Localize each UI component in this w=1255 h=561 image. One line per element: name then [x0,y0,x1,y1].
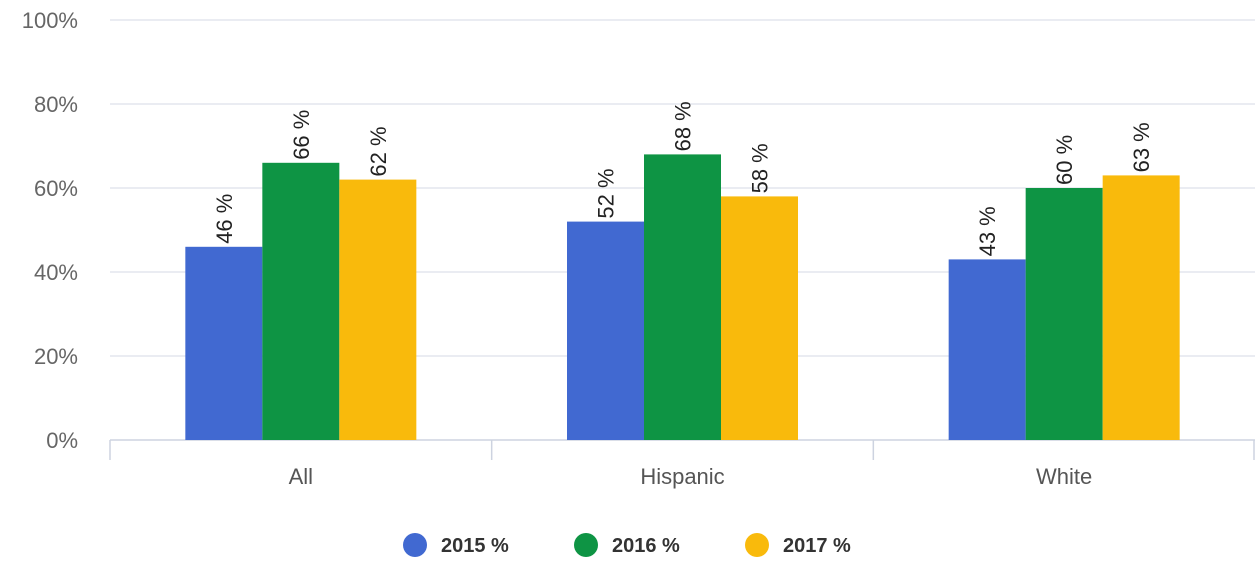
legend-marker [403,533,427,557]
data-label: 60 % [1052,135,1077,185]
y-tick-label: 100% [22,8,78,33]
legend-item-label: 2015 % [441,535,509,557]
y-tick-label: 60% [34,176,78,201]
bar-white-2017 [1102,175,1180,440]
x-tick-label: White [1036,464,1092,489]
bar-white-2016 [1025,188,1103,440]
data-label: 58 % [748,143,773,193]
y-tick-label: 80% [34,92,78,117]
bar-all-2015 [185,246,263,440]
data-label: 63 % [1129,122,1154,172]
bar-hispanic-2016 [644,154,721,440]
data-label: 66 % [289,110,314,160]
legend-item-label: 2017 % [783,535,851,557]
data-label: 43 % [975,206,1000,256]
bar-all-2016 [262,162,340,441]
x-tick-label: Hispanic [640,464,724,489]
data-label: 62 % [366,126,391,176]
legend-marker [745,533,769,557]
y-tick-label: 40% [34,260,78,285]
y-tick-label: 20% [34,344,78,369]
data-label: 46 % [212,194,237,244]
data-label: 52 % [594,168,619,218]
x-tick-label: All [289,464,313,489]
bar-white-2015 [948,259,1026,440]
legend-marker [574,533,598,557]
legend-item-label: 2016 % [612,535,680,557]
data-label: 68 % [671,101,696,151]
bar-hispanic-2017 [721,196,798,440]
bar-all-2017 [339,179,417,440]
y-tick-label: 0% [46,428,78,453]
bar-hispanic-2015 [567,221,644,440]
